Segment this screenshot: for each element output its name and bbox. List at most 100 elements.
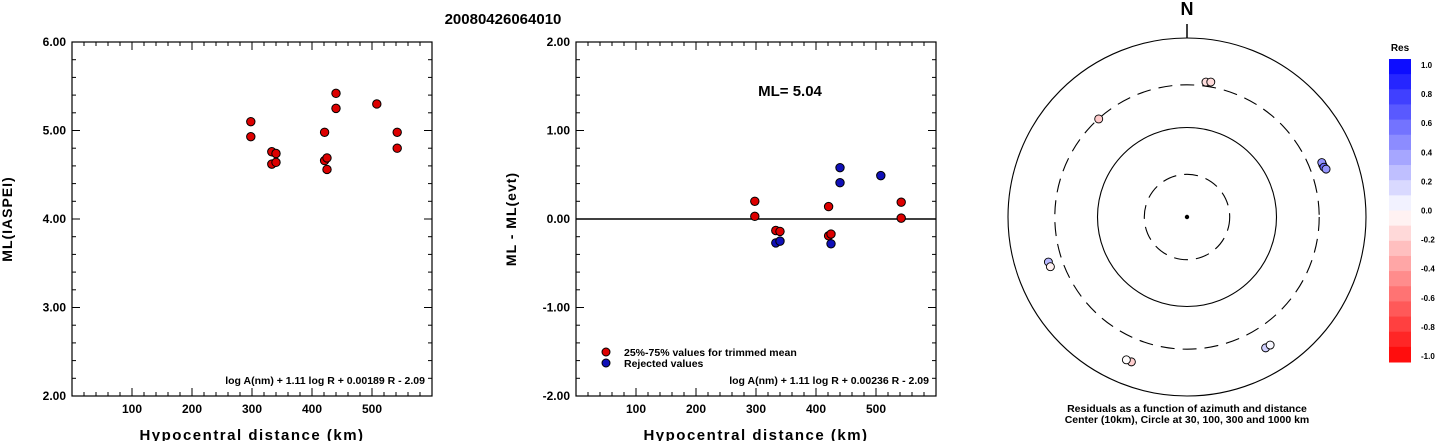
residual-point [1045,262,1055,272]
data-point [271,148,281,159]
colorbar-tick-label: -0.4 [1421,265,1435,274]
x-tick-label: 200 [686,402,706,416]
legend-marker [601,347,611,357]
figure-title: 20080426064010 [445,11,562,28]
data-point [775,236,785,246]
data-point [835,162,845,173]
data-point [331,88,341,99]
data-point [271,157,281,168]
y-tick-label: -2.00 [543,389,571,403]
distance-circle [1143,173,1231,261]
x-tick-label: 100 [122,402,142,416]
x-tick-label: 400 [302,402,322,416]
plot-frame [71,41,433,397]
ml-vs-distance-chart: 100 200 300 400 500 2.00 3.00 4.00 5.00 6.00 Hypoc… [0,35,433,441]
data-point [826,239,836,249]
formula-label: log A(nm) + 1.11 log R + 0.00236 R - 2.0… [729,375,929,387]
legend-label: Rejected values [624,358,704,370]
distance-circle [1096,126,1278,308]
data-point [392,127,402,137]
y-axis-label: ML - ML(evt) [503,172,519,266]
distance-circle [1054,84,1320,350]
colorbar-tick-label: -0.6 [1421,294,1435,303]
data-point [246,131,256,142]
y-tick-label: 4.00 [43,212,67,226]
colorbar-title: Res [1391,43,1410,54]
colorbar-tick-label: 0.4 [1421,148,1433,157]
y-tick-label: 6.00 [43,35,67,49]
ml-annotation: ML= 5.04 [758,83,822,100]
colorbar-tick-label: 0.0 [1421,207,1433,216]
colorbar-tick-label: 1.0 [1421,61,1433,70]
colorbar-segment [1389,180,1411,196]
colorbar-segment [1389,225,1411,242]
colorbar-segment [1389,346,1411,363]
colorbar-segment [1389,240,1411,257]
colorbar-segment [1389,59,1411,75]
azimuth-residual-polar-chart: N Residuals as a function of azimuth and … [1007,0,1435,426]
residual-vs-distance-chart: 100 200 300 400 500 -2.00 -1.00 0.00 1.00 2.00 Hyp… [503,35,937,441]
x-axis-label: Hypocentral distance (km) [643,427,868,441]
x-tick-label: 500 [866,402,886,416]
data-point [750,196,760,207]
y-tick-label: -1.00 [543,301,571,315]
x-tick-label: 300 [242,402,262,416]
y-tick-label: 3.00 [43,301,67,315]
x-tick-label: 200 [182,402,202,416]
colorbar-segment [1389,149,1411,166]
data-point [835,178,845,188]
colorbar-tick-label: 0.8 [1421,90,1433,99]
y-tick-label: 2.00 [43,389,67,403]
colorbar-segment [1389,134,1411,151]
colorbar-segment [1389,104,1411,121]
data-point [322,153,332,163]
data-point [775,226,785,237]
colorbar-segment [1389,271,1411,287]
colorbar-tick-label: 0.6 [1421,119,1433,128]
data-point [876,170,886,181]
y-tick-label: 2.00 [547,35,571,49]
north-label: N [1181,0,1194,19]
y-tick-label: 5.00 [43,124,67,138]
residual-point [1206,77,1216,87]
x-axis-label: Hypocentral distance (km) [139,427,364,441]
data-point [826,229,836,239]
polar-caption-line1: Residuals as a function of azimuth and d… [1067,403,1307,415]
data-point [392,143,402,153]
colorbar-tick-label: -0.2 [1421,236,1435,245]
colorbar-segment [1389,286,1411,302]
colorbar-tick-label: 0.2 [1421,177,1433,186]
x-tick-label: 500 [362,402,382,416]
residual-point [1094,114,1104,124]
legend-marker [601,358,611,368]
colorbar-tick-label: -0.8 [1421,323,1435,332]
data-point [372,99,382,109]
data-point [331,103,341,114]
data-point [750,211,760,222]
x-tick-label: 100 [626,402,646,416]
x-tick-label: 400 [806,402,826,416]
colorbar-segment [1389,165,1411,181]
data-point [322,164,332,175]
x-tick-label: 300 [746,402,766,416]
colorbar-segment [1389,210,1411,227]
distance-circle [1007,37,1367,397]
y-tick-label: 0.00 [547,212,571,226]
residual-point [1265,340,1275,350]
center-point [1184,214,1190,220]
colorbar-segment [1389,301,1411,318]
y-axis-label: ML(IASPEI) [0,176,15,261]
colorbar-segment [1389,255,1411,272]
colorbar-segment [1389,74,1411,90]
colorbar-segment [1389,119,1411,136]
data-point [896,213,906,223]
y-tick-label: 1.00 [547,124,571,138]
data-point [246,116,256,127]
polar-caption-line2: Center (10km), Circle at 30, 100, 300 an… [1065,414,1310,426]
colorbar-tick-label: -1.0 [1421,352,1435,361]
colorbar-segment [1389,195,1411,211]
data-point [896,197,906,207]
formula-label: log A(nm) + 1.11 log R + 0.00189 R - 2.0… [225,375,425,387]
data-point [823,201,834,212]
